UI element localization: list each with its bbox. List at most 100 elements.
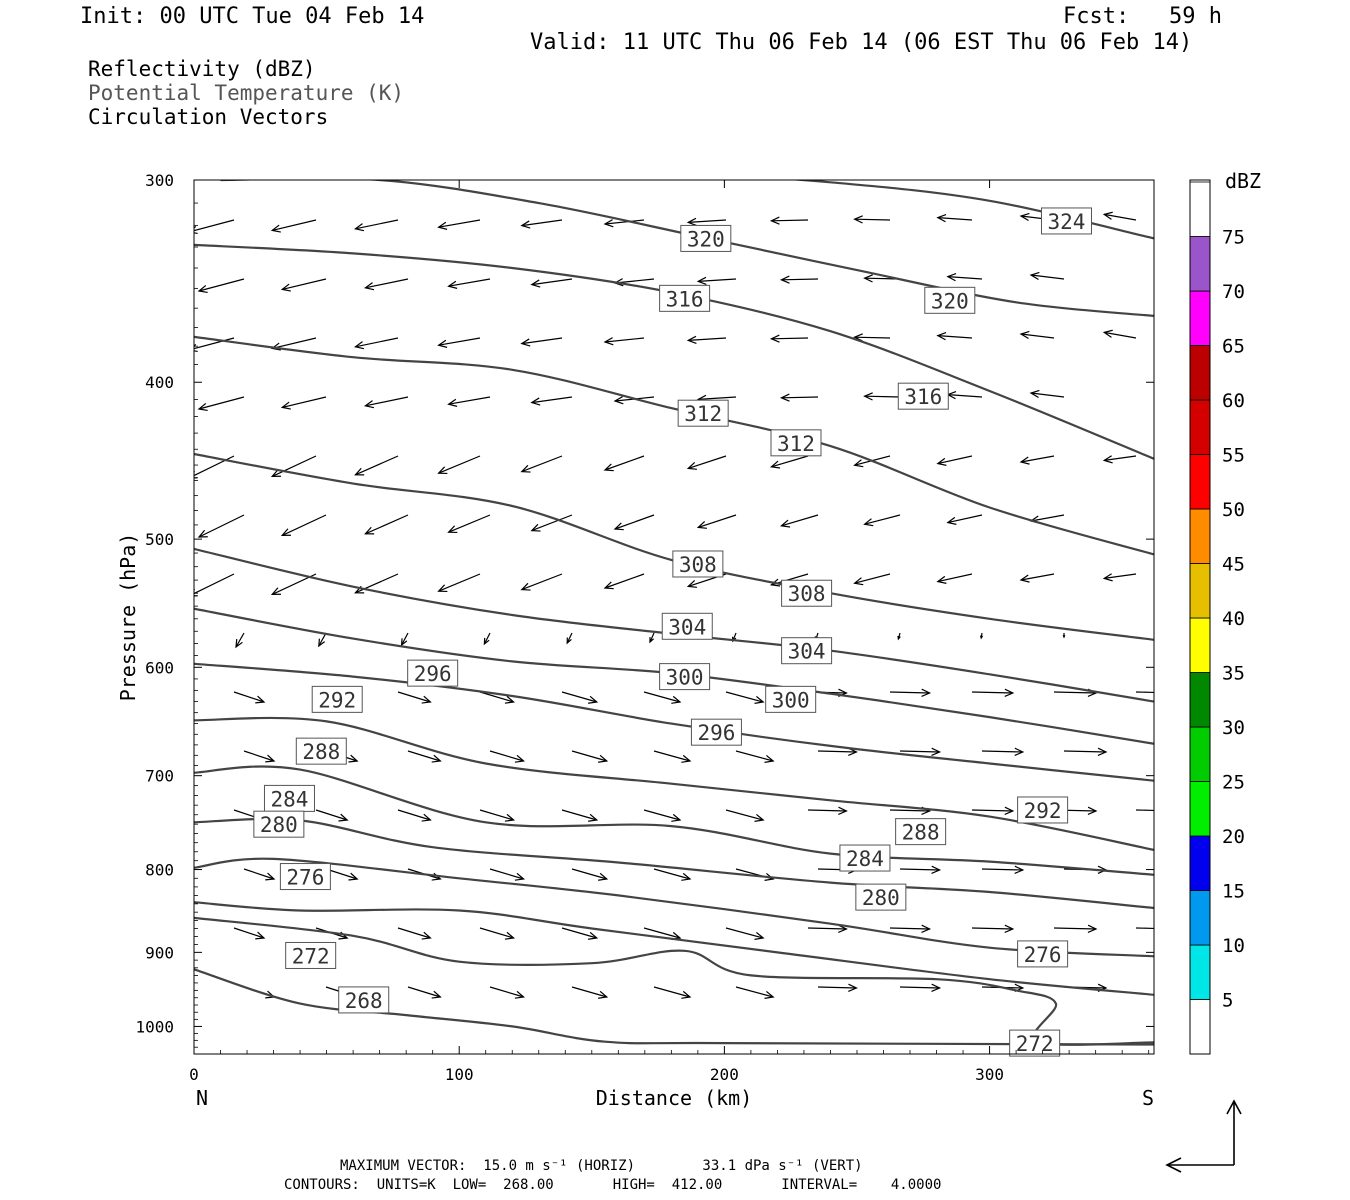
- theta-contour-276: [194, 901, 1154, 996]
- contour-label: 272: [1016, 1032, 1054, 1056]
- y-tick-label: 900: [145, 943, 174, 962]
- circulation-vector: [807, 924, 848, 933]
- colorbar-segment: [1189, 290, 1211, 346]
- contour-label: 300: [772, 688, 810, 712]
- colorbar-segment: [1189, 617, 1211, 673]
- y-tick-label: 400: [145, 373, 174, 392]
- field-potential-temperature: Potential Temperature (K): [88, 81, 405, 105]
- circulation-vector: [243, 868, 276, 881]
- theta-contour-292: [194, 716, 1154, 851]
- circulation-vector: [315, 809, 349, 822]
- theta-contour-308: [194, 452, 1154, 641]
- colorbar-segment: [1189, 835, 1211, 891]
- colorbar-level-label: 5: [1222, 990, 1233, 1012]
- circulation-vector: [971, 688, 1015, 697]
- circulation-vector: [725, 927, 765, 940]
- circulation-vector: [194, 573, 235, 597]
- contour-label: 296: [697, 721, 735, 745]
- colorbar-level-label: 10: [1222, 935, 1245, 957]
- circulation-vector: [397, 809, 432, 822]
- contour-label-box: [295, 737, 347, 765]
- circulation-vector: [1102, 211, 1137, 221]
- contour-label-box: [659, 663, 711, 691]
- y-tick-label: 500: [145, 530, 174, 549]
- colorbar-segment: [1189, 454, 1211, 510]
- circulation-vector: [769, 455, 809, 469]
- theta-contour-284: [194, 817, 1154, 910]
- circulation-vector: [1019, 455, 1055, 465]
- circulation-vector: [686, 217, 727, 227]
- contour-label-box: [924, 286, 976, 314]
- circulation-vector: [354, 455, 399, 476]
- circulation-vector: [1102, 455, 1137, 464]
- colorbar-segment: [1189, 890, 1211, 946]
- contour-label: 312: [777, 432, 815, 456]
- colorbar-level-label: 50: [1222, 499, 1245, 521]
- valid-time: Valid: 11 UTC Thu 06 Feb 14 (06 EST Thu …: [530, 30, 1193, 55]
- circulation-vector: [899, 747, 942, 756]
- circulation-vector: [853, 573, 891, 586]
- circulation-vector: [233, 927, 266, 940]
- circulation-vector: [897, 632, 901, 641]
- contour-label-box: [895, 818, 947, 846]
- contour-label: 304: [788, 640, 826, 664]
- circulation-vector: [769, 216, 809, 225]
- init-time: Init: 00 UTC Tue 04 Feb 14: [80, 4, 425, 29]
- circulation-vector: [971, 924, 1015, 933]
- axes-layer: 300 400 500 600 700 800 900 1000 0 100 200 300: [135, 171, 1154, 1084]
- circulation-vector: [735, 986, 775, 999]
- contour-label-box: [1009, 1029, 1061, 1057]
- circulation-vectors-layer: [194, 211, 1154, 999]
- y-tick-label: 700: [145, 767, 174, 786]
- circulation-vector: [437, 455, 481, 475]
- colorbar-level-label: 60: [1222, 390, 1245, 412]
- circulation-vector: [653, 750, 692, 763]
- colorbar-level-label: 70: [1222, 281, 1245, 303]
- circulation-vector: [270, 219, 317, 233]
- footer-contours: CONTOURS: UNITS=K LOW= 268.00 HIGH= 412.…: [284, 1177, 942, 1193]
- circulation-vector: [479, 809, 516, 822]
- circulation-vector: [520, 455, 563, 473]
- circulation-vector: [853, 333, 891, 342]
- contour-label: 280: [260, 813, 298, 837]
- circulation-vector: [1062, 633, 1066, 639]
- x-axis-label: Distance (km): [596, 1086, 753, 1110]
- footer-max-vector: MAXIMUM VECTOR: 15.0 m s⁻¹ (HORIZ) 33.1 …: [340, 1158, 863, 1174]
- circulation-vector: [483, 632, 491, 646]
- circulation-vector: [946, 514, 983, 525]
- x-tick-label: 300: [975, 1065, 1004, 1084]
- circulation-vector: [243, 750, 276, 763]
- circulation-vector: [194, 219, 235, 235]
- circulation-vector: [520, 573, 563, 591]
- circulation-vector: [686, 335, 727, 345]
- circulation-vector: [437, 219, 481, 230]
- theta-contour-312: [194, 335, 1154, 556]
- circulation-vector: [979, 632, 984, 640]
- circulation-vector: [530, 514, 573, 532]
- theta-contour-280: [194, 857, 1154, 958]
- y-axis-label: Pressure (hPa): [116, 533, 140, 702]
- circulation-vector: [725, 809, 765, 822]
- colorbar-segment: [1189, 672, 1211, 728]
- circulation-vector: [899, 865, 942, 874]
- circulation-vector: [407, 750, 442, 763]
- colorbar-segment: [1189, 399, 1211, 455]
- contour-label: 292: [318, 688, 356, 712]
- contour-label-box: [1017, 940, 1069, 968]
- colorbar-segment: [1189, 563, 1211, 619]
- circulation-vector: [1102, 329, 1137, 339]
- contour-label-box: [661, 612, 713, 640]
- circulation-vector: [397, 927, 432, 940]
- contour-label: 316: [666, 287, 704, 311]
- circulation-vector: [447, 396, 491, 407]
- colorbar-level-label: 75: [1222, 227, 1245, 249]
- circulation-vector: [489, 750, 526, 763]
- field-circulation-vectors: Circulation Vectors: [88, 105, 329, 129]
- contour-label-box: [765, 685, 817, 713]
- circulation-vector: [1029, 389, 1065, 399]
- colorbar-segment: [1189, 236, 1211, 292]
- contour-label: 304: [668, 615, 706, 639]
- colorbar-unit-label: dBZ: [1225, 169, 1261, 193]
- circulation-vector: [946, 391, 983, 400]
